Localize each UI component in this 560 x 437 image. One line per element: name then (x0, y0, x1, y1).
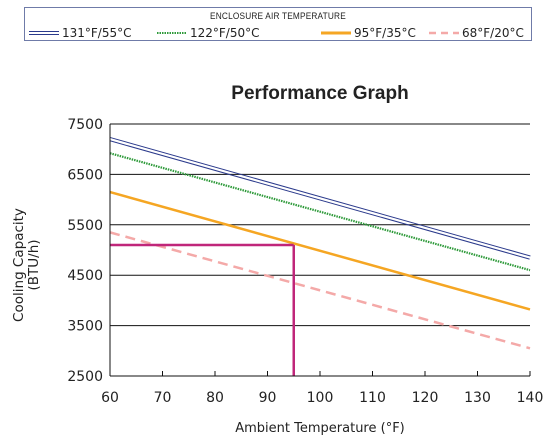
y-tick-label-6500: 6500 (67, 167, 103, 183)
x-axis-label: Ambient Temperature (°F) (235, 421, 405, 436)
series-131-f-55-c-line-b (110, 137, 531, 257)
series-68-f-20-c-line (109, 231, 531, 350)
y-tick-label-3500: 3500 (67, 319, 103, 335)
series-95-f-35-c-line (109, 190, 531, 311)
x-tick-label-110: 110 (359, 390, 386, 406)
x-tick-label-140: 140 (517, 390, 544, 406)
y-tick-label-5500: 5500 (67, 218, 103, 234)
y-tick-label-2500: 2500 (67, 369, 103, 385)
x-tick-label-130: 130 (464, 390, 491, 406)
legend-label-95f: 95°F/35°C (354, 26, 416, 40)
chart-title: Performance Graph (231, 83, 409, 104)
x-tick-label-100: 100 (307, 390, 334, 406)
legend-label-131f: 131°F/55°C (62, 26, 132, 40)
y-axis-label-line-2: (BTU/h) (26, 239, 42, 291)
x-tick-label-90: 90 (259, 390, 277, 406)
x-tick-label-120: 120 (412, 390, 439, 406)
x-tick-label-70: 70 (154, 390, 172, 406)
y-axis-label-line-1: Cooling Capacity (11, 208, 27, 322)
x-tick-label-80: 80 (206, 390, 224, 406)
legend: ENCLOSURE AIR TEMPERATURE 131°F/55°C 122… (24, 7, 532, 41)
series-131-f-55-c-line-a (109, 140, 530, 260)
legend-swatch-68f (429, 31, 459, 35)
legend-label-68f: 68°F/20°C (462, 26, 524, 40)
legend-label-122f: 122°F/50°C (190, 26, 260, 40)
series-122-f-50-c-line (109, 152, 531, 272)
x-tick-label-60: 60 (101, 390, 119, 406)
legend-swatch-131f (29, 31, 59, 35)
legend-title: ENCLOSURE AIR TEMPERATURE (210, 11, 346, 21)
y-tick-label-4500: 4500 (67, 268, 103, 284)
y-tick-label-7500: 7500 (67, 117, 103, 133)
y-axis-label-text: Cooling Capacity (BTU/h) (11, 208, 42, 322)
legend-swatch-122f (157, 32, 187, 34)
legend-swatch-95f (321, 31, 351, 35)
